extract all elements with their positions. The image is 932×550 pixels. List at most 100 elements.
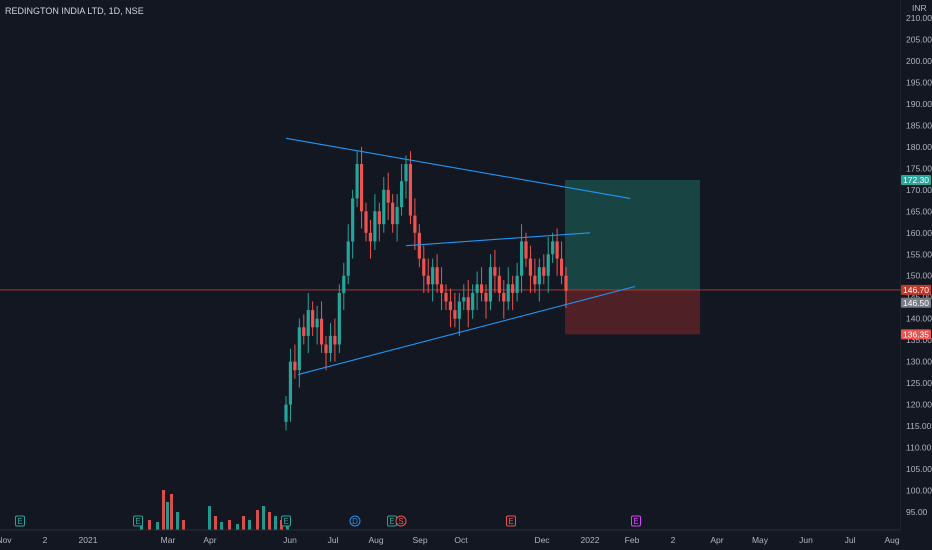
price-tick-label: 95.00 bbox=[906, 507, 928, 517]
event-marker[interactable]: E bbox=[506, 515, 516, 527]
candle-body bbox=[462, 297, 466, 302]
candle-body bbox=[373, 211, 377, 242]
candle-body bbox=[284, 404, 288, 422]
event-marker[interactable]: E bbox=[15, 515, 25, 527]
price-tick-label: 125.00 bbox=[906, 378, 932, 388]
volume-bar bbox=[214, 516, 217, 530]
candle-body bbox=[408, 164, 413, 216]
candle-body bbox=[471, 292, 475, 311]
candle-body bbox=[382, 189, 386, 225]
candle-body bbox=[302, 327, 306, 336]
profit-zone[interactable] bbox=[565, 179, 700, 290]
candle-body bbox=[457, 301, 461, 319]
volume-bar bbox=[170, 494, 173, 530]
candle-body bbox=[555, 241, 559, 259]
candle-body bbox=[484, 292, 488, 302]
candle-body bbox=[337, 292, 341, 345]
candle-body bbox=[511, 284, 515, 293]
loss-zone[interactable] bbox=[565, 289, 700, 335]
candle-body bbox=[551, 241, 555, 255]
time-axis[interactable] bbox=[0, 531, 901, 550]
time-tick-label: Feb bbox=[625, 535, 640, 545]
volume-bar bbox=[156, 522, 159, 530]
event-marker[interactable]: E bbox=[133, 515, 143, 527]
event-marker[interactable]: S bbox=[395, 515, 407, 527]
price-axis[interactable] bbox=[901, 0, 932, 550]
svg-text:172.30: 172.30 bbox=[903, 175, 929, 185]
candle-body bbox=[533, 275, 537, 285]
candle-body bbox=[391, 202, 395, 225]
volume-bar bbox=[176, 512, 179, 530]
volume-bar bbox=[228, 520, 231, 530]
candle-body bbox=[431, 267, 435, 285]
candle-body bbox=[386, 189, 390, 203]
price-tick-label: 150.00 bbox=[906, 271, 932, 281]
volume-bar bbox=[220, 522, 223, 530]
candle-body bbox=[413, 215, 417, 233]
candle-body bbox=[359, 164, 364, 212]
price-tick-label: 145.00 bbox=[906, 292, 932, 302]
candle-body bbox=[497, 275, 501, 293]
volume-bar bbox=[208, 506, 211, 530]
candle-body bbox=[404, 164, 408, 182]
candlestick-series bbox=[284, 146, 568, 431]
volume-bar bbox=[236, 524, 239, 530]
time-tick-label: Sep bbox=[412, 535, 427, 545]
candle-body bbox=[435, 267, 439, 285]
time-tick-label: 2 bbox=[43, 535, 48, 545]
svg-text:E: E bbox=[135, 517, 140, 526]
candle-body bbox=[422, 258, 426, 276]
trendline-upper-descending[interactable] bbox=[285, 137, 631, 199]
price-tick-label: 165.00 bbox=[906, 206, 932, 216]
time-tick-label: Oct bbox=[454, 535, 468, 545]
candle-body bbox=[479, 284, 484, 293]
volume-bar bbox=[256, 510, 259, 530]
candle-body bbox=[342, 275, 346, 293]
time-tick-label: 2 bbox=[671, 535, 676, 545]
volume-bar bbox=[262, 506, 265, 530]
price-tick-label: 110.00 bbox=[906, 443, 932, 453]
price-tick-label: 100.00 bbox=[906, 486, 932, 496]
candle-body bbox=[564, 275, 568, 291]
candle-body bbox=[355, 164, 359, 199]
candle-body bbox=[537, 267, 541, 285]
time-tick-label: Aug bbox=[368, 535, 383, 545]
event-marker[interactable]: D bbox=[349, 515, 361, 527]
volume-bar bbox=[248, 520, 251, 530]
price-tick-label: 190.00 bbox=[906, 99, 932, 109]
candle-body bbox=[368, 232, 373, 242]
candle-body bbox=[297, 327, 301, 371]
candle-body bbox=[399, 181, 404, 208]
trendline-lower-ascending[interactable] bbox=[297, 285, 636, 376]
time-tick-label: Nov bbox=[0, 535, 12, 545]
price-tick-label: 205.00 bbox=[906, 34, 932, 44]
candle-body bbox=[506, 284, 510, 302]
trendline-middle-ascending[interactable] bbox=[405, 232, 591, 247]
long-position-tool[interactable] bbox=[565, 179, 700, 335]
candle-body bbox=[515, 275, 519, 293]
event-marker[interactable]: E bbox=[281, 515, 291, 527]
price-tick-label: 155.00 bbox=[906, 249, 932, 259]
time-tick-label: Jul bbox=[328, 535, 339, 545]
svg-text:136.35: 136.35 bbox=[903, 329, 929, 339]
event-marker[interactable]: E bbox=[631, 515, 641, 527]
trendline-drawings[interactable] bbox=[285, 137, 636, 376]
price-tick-label: 185.00 bbox=[906, 120, 932, 130]
badge-entry: 146.70 bbox=[901, 284, 931, 295]
candle-body bbox=[288, 361, 293, 405]
event-marker[interactable]: E bbox=[387, 515, 397, 527]
candle-body bbox=[426, 275, 430, 285]
volume-bar bbox=[268, 512, 271, 530]
candle-body bbox=[324, 344, 328, 354]
candle-body bbox=[333, 335, 337, 345]
price-tick-label: 200.00 bbox=[906, 56, 932, 66]
svg-text:D: D bbox=[352, 517, 358, 526]
candle-body bbox=[453, 310, 457, 319]
svg-text:146.50: 146.50 bbox=[903, 298, 929, 308]
candle-body bbox=[546, 254, 550, 276]
candle-body bbox=[311, 310, 315, 328]
price-tick-label: 135.00 bbox=[906, 335, 932, 345]
